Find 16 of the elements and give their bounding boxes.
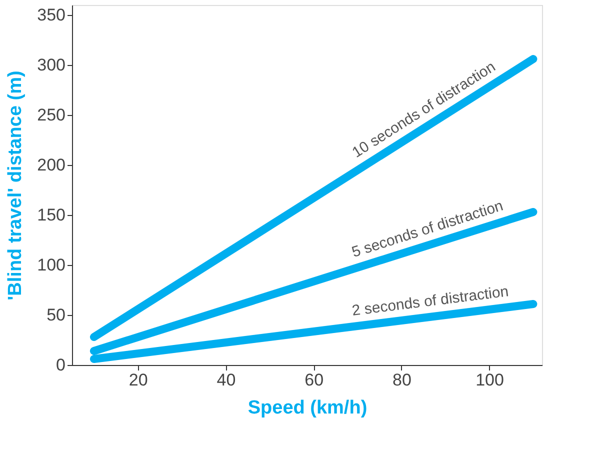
x-tick-label: 80 xyxy=(392,370,412,390)
text: 2 seconds of distraction xyxy=(351,283,510,320)
y-tick-label: 0 xyxy=(56,356,66,374)
x-tick-label: 100 xyxy=(476,370,504,390)
y-axis-title: 'Blind travel' distance (m) xyxy=(5,70,26,300)
x-tick-label: 40 xyxy=(216,370,236,390)
y-tick-label: 250 xyxy=(37,106,66,124)
y-tick-label: 350 xyxy=(37,6,66,24)
x-tick-label: 20 xyxy=(128,370,148,390)
y-tick-label: 50 xyxy=(46,306,66,324)
y-tick-label: 100 xyxy=(37,256,66,274)
x-tick-label: 60 xyxy=(304,370,324,390)
y-tick-label: 150 xyxy=(37,206,66,224)
y-tick-label: 200 xyxy=(37,156,66,174)
x-axis-title: Speed (km/h) xyxy=(248,398,368,418)
y-tick-label: 300 xyxy=(37,56,66,74)
